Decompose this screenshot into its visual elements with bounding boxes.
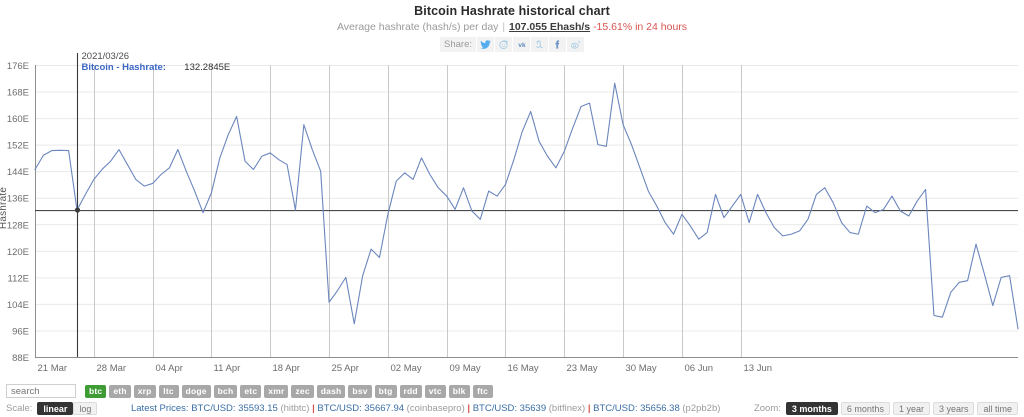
latest-prices: Latest Prices: BTC/USD: 35593.15 (hitbtc… — [97, 403, 754, 414]
hashrate-series-line[interactable] — [34, 82, 1019, 330]
x-tick-label: 18 Apr — [273, 363, 300, 374]
coin-chip-btc[interactable]: btc — [85, 384, 107, 398]
scale-label: Scale: — [6, 403, 33, 414]
y-tick-label: 104E — [7, 300, 29, 311]
search-input[interactable] — [6, 384, 76, 398]
coin-chip-zec[interactable]: zec — [291, 384, 314, 398]
crosshair-point — [74, 207, 81, 213]
price-list: BTC/USD: 35593.15 (hitbtc) | BTC/USD: 35… — [191, 403, 720, 414]
hashrate-line-chart[interactable]: 176E 168E 160E 152E 144E 136E 128E 120E 112E 104E… — [0, 50, 1024, 380]
change-24h: -15.61% in 24 hours — [593, 21, 688, 33]
coin-chip-eth[interactable]: eth — [109, 384, 131, 398]
svg-text:vk: vk — [518, 42, 526, 49]
price-separator: | — [464, 403, 473, 414]
weibo-icon[interactable] — [566, 37, 584, 52]
coin-chip-ftc[interactable]: ftc — [472, 384, 493, 398]
zoom-option-3-years[interactable]: 3 years — [932, 402, 975, 415]
y-tick-label: 120E — [7, 247, 29, 258]
coin-chip-bsv[interactable]: bsv — [348, 384, 372, 398]
price-exchange: (bitfinex) — [548, 403, 586, 414]
coin-chip-vtc[interactable]: vtc — [424, 384, 446, 398]
x-tick-label: 11 Apr — [214, 363, 241, 374]
price-pair: BTC/USD: 35656.38 — [593, 403, 683, 414]
subtitle-prefix: Average hashrate (hash/s) per day — [336, 21, 499, 33]
x-tick-label: 25 Apr — [332, 363, 359, 374]
odnoklassniki-icon[interactable] — [530, 37, 548, 52]
price-separator: | — [309, 403, 318, 414]
chart-subtitle: Average hashrate (hash/s) per day | 107.… — [0, 20, 1024, 34]
tooltip-date: 2021/03/26 — [82, 51, 130, 62]
x-tick-label: 06 Jun — [685, 363, 714, 374]
x-tick-label: 30 May — [626, 363, 657, 374]
x-tick-label: 28 Mar — [97, 363, 127, 374]
tooltip-value: 132.2845E — [184, 62, 230, 73]
y-tick-label: 168E — [7, 88, 29, 99]
bottom-toolbar: Scale: linear log Latest Prices: BTC/USD:… — [0, 400, 1024, 417]
coin-selector-bar: btcethxrpltcdogebchetcxmrzecdashbsvbtgrd… — [0, 382, 1024, 400]
chart-header: Bitcoin Hashrate historical chart Averag… — [0, 0, 1024, 52]
x-tick-label: 21 Mar — [38, 363, 68, 374]
latest-prices-label: Latest Prices: — [130, 403, 189, 414]
y-tick-label: 176E — [7, 61, 29, 72]
coin-chip-doge[interactable]: doge — [181, 384, 211, 398]
price-exchange: (hitbtc) — [280, 403, 310, 414]
y-tick-label: 112E — [8, 273, 29, 284]
share-row: Share: vk — [0, 37, 1024, 52]
reddit-icon[interactable] — [494, 37, 512, 52]
scale-options: linear log — [37, 402, 98, 415]
y-tick-label: 144E — [7, 167, 29, 178]
price-exchange: (p2pb2b) — [682, 403, 721, 414]
x-tick-label: 04 Apr — [156, 363, 183, 374]
coin-chip-etc[interactable]: etc — [240, 384, 262, 398]
scale-group: Scale: linear log — [6, 402, 98, 415]
coin-chip-rdd[interactable]: rdd — [399, 384, 422, 398]
current-hashrate-value: 107.055 Ehash/s — [509, 21, 591, 33]
x-tick-label: 13 Jun — [744, 363, 773, 374]
subtitle-separator: | — [502, 21, 506, 33]
coin-chip-xrp[interactable]: xrp — [133, 384, 156, 398]
x-tick-label: 02 May — [391, 363, 422, 374]
zoom-group: Zoom: 3 months 6 months 1 year 3 years all t… — [754, 402, 1018, 415]
twitter-icon[interactable] — [476, 37, 494, 52]
x-tick-label: 09 May — [450, 363, 481, 374]
coin-chip-blk[interactable]: blk — [448, 384, 470, 398]
scale-option-linear[interactable]: linear — [37, 402, 74, 415]
zoom-option-6-months[interactable]: 6 months — [840, 402, 890, 415]
price-exchange: (coinbasepro) — [406, 403, 465, 414]
zoom-option-1-year[interactable]: 1 year — [892, 402, 930, 415]
facebook-icon[interactable] — [548, 37, 566, 52]
coin-chip-ltc[interactable]: ltc — [158, 384, 179, 398]
coin-chip-xmr[interactable]: xmr — [264, 384, 289, 398]
tooltip-series-name: Bitcoin - Hashrate: — [82, 62, 166, 73]
price-pair: BTC/USD: 35667.94 — [317, 403, 407, 414]
page-title: Bitcoin Hashrate historical chart — [414, 4, 610, 18]
coin-chip-list: btc eth xrp ltc doge bch etc xmr zec dash bsv btg rd… — [85, 384, 493, 398]
zoom-option-all-time[interactable]: all time — [977, 402, 1018, 415]
x-tick-label: 23 May — [567, 363, 598, 374]
chart-container[interactable]: Hashrate 176E 168E 160E 152E 144E 136E 128E 120… — [0, 50, 1024, 380]
price-separator: | — [585, 403, 594, 414]
coin-chip-btg[interactable]: btg — [374, 384, 397, 398]
price-pair: BTC/USD: 35593.15 — [191, 403, 281, 414]
share-label: Share: — [440, 37, 476, 52]
x-tick-label: 16 May — [508, 363, 539, 374]
y-tick-label: 128E — [7, 220, 29, 231]
zoom-options: 3 months 6 months 1 year 3 years all time — [785, 402, 1018, 415]
y-tick-label: 152E — [7, 141, 29, 152]
zoom-label: Zoom: — [753, 403, 781, 414]
price-pair: BTC/USD: 35639 — [472, 403, 549, 414]
zoom-option-3-months[interactable]: 3 months — [785, 402, 838, 415]
y-tick-label: 88E — [12, 353, 29, 364]
scale-option-log[interactable]: log — [73, 402, 98, 415]
y-tick-label: 160E — [7, 114, 29, 125]
coin-chip-dash[interactable]: dash — [316, 384, 346, 398]
coin-chip-bch[interactable]: bch — [213, 384, 238, 398]
y-tick-label: 136E — [7, 194, 29, 205]
y-tick-label: 96E — [12, 326, 29, 337]
vk-icon[interactable]: vk — [512, 37, 530, 52]
